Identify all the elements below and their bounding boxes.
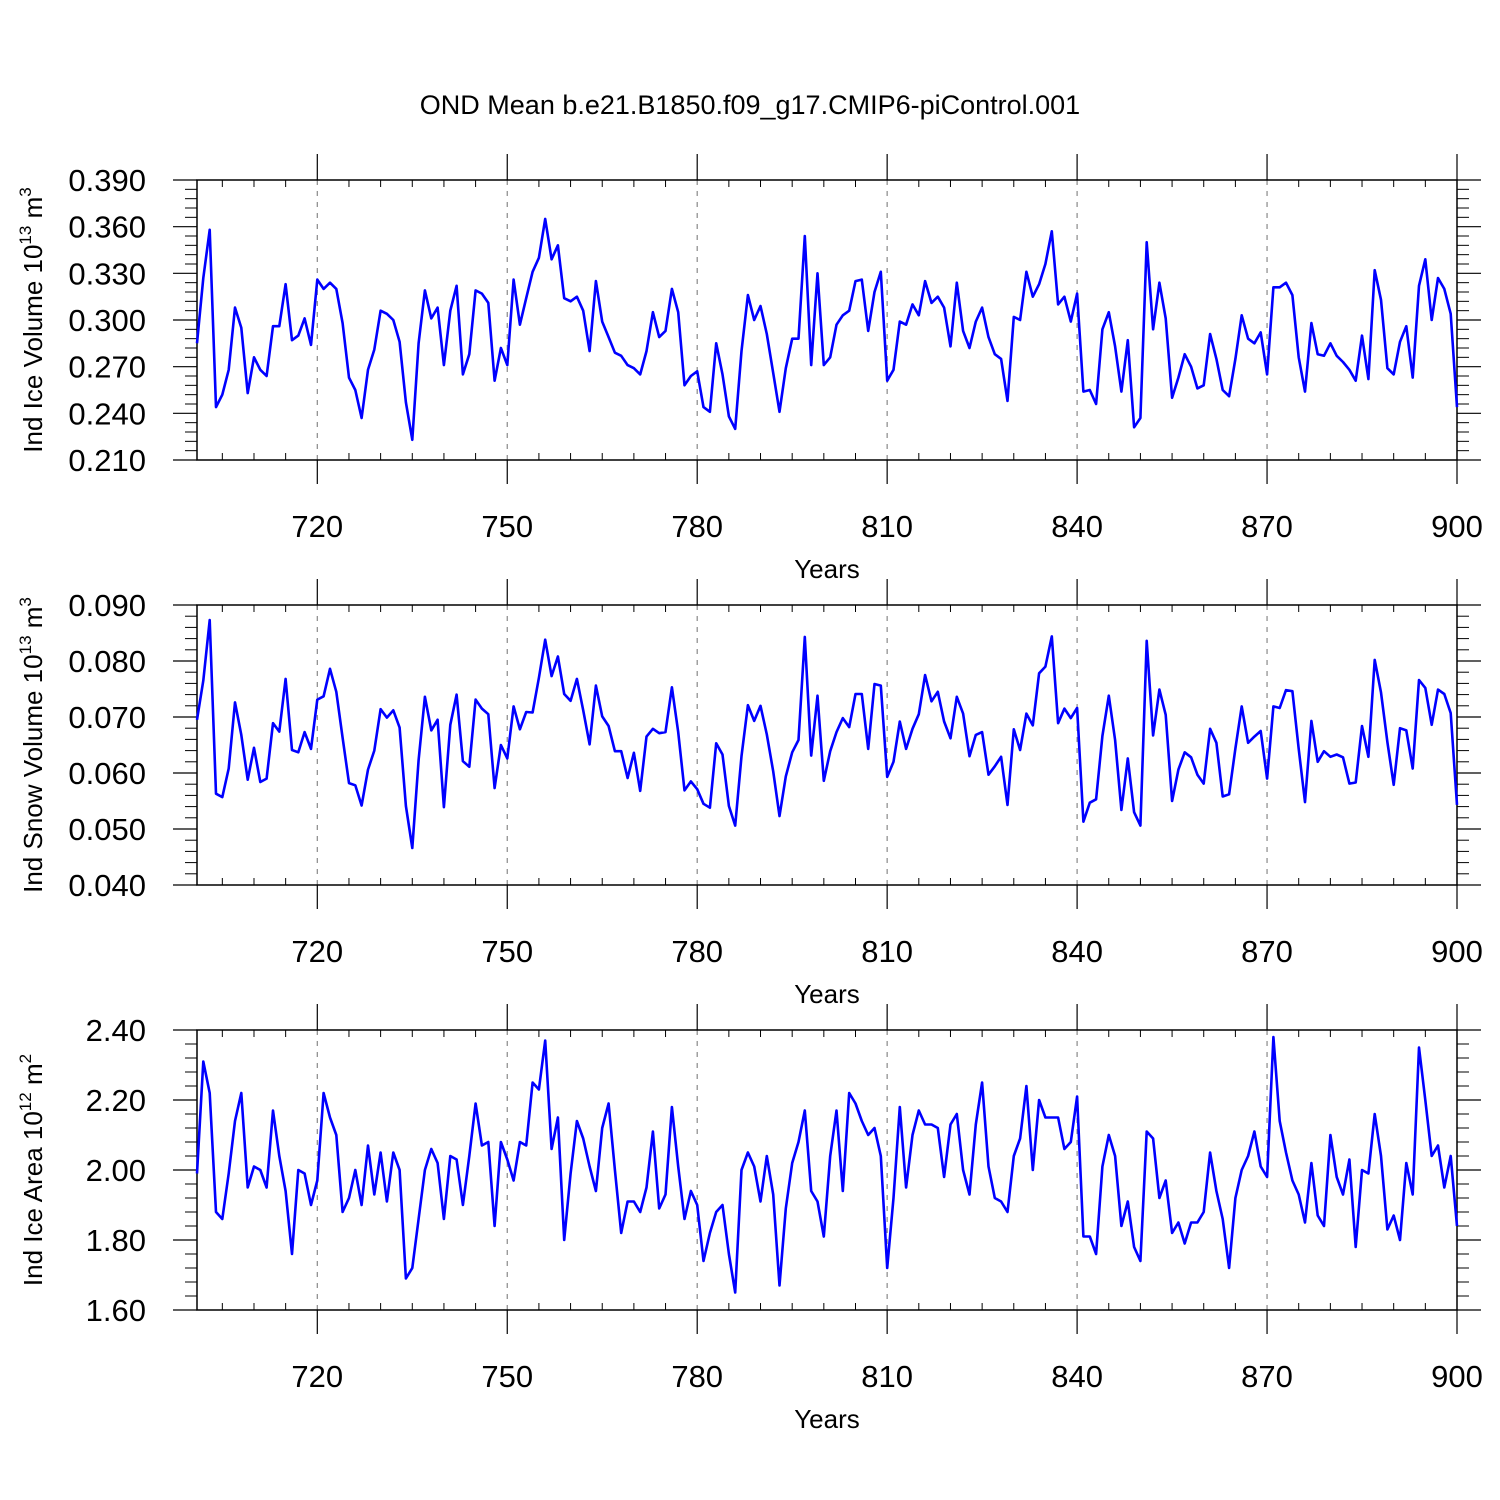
y-tick-label: 1.60 xyxy=(86,1293,146,1328)
chart-title: OND Mean b.e21.B1850.f09_g17.CMIP6-piCon… xyxy=(420,90,1080,120)
x-axis-label: Years xyxy=(794,1404,860,1434)
x-tick-label: 840 xyxy=(1051,1359,1103,1394)
x-tick-label: 870 xyxy=(1241,509,1293,544)
x-tick-label: 750 xyxy=(481,1359,533,1394)
x-tick-label: 870 xyxy=(1241,934,1293,969)
x-tick-label: 780 xyxy=(671,934,723,969)
y-label-exponent: 13 xyxy=(16,635,35,654)
x-tick-label: 840 xyxy=(1051,509,1103,544)
series-line xyxy=(195,1035,1459,1294)
y-tick-label: 0.360 xyxy=(68,210,146,245)
y-tick-label: 0.060 xyxy=(68,756,146,791)
x-tick-label: 900 xyxy=(1431,934,1483,969)
x-tick-label: 810 xyxy=(861,934,913,969)
panels: 720 750 780 810 840 870 900 0.210 0.240 0.270 0.30… xyxy=(16,154,1483,1434)
series-line xyxy=(195,618,1459,850)
x-tick-label: 870 xyxy=(1241,1359,1293,1394)
y-tick-label: 0.040 xyxy=(68,868,146,903)
y-tick-label: 0.240 xyxy=(68,396,146,431)
x-tick-label: 900 xyxy=(1431,1359,1483,1394)
y-label-unit: m xyxy=(18,607,48,636)
y-label-unit-exponent: 3 xyxy=(16,597,35,606)
x-tick-label: 720 xyxy=(291,1359,343,1394)
panel-3: 720 750 780 810 840 870 900 1.60 1.80 2.00 2.20 2.4… xyxy=(16,1004,1483,1434)
y-label-unit-exponent: 2 xyxy=(16,1054,35,1063)
y-label-main: Ind Snow Volume 10 xyxy=(18,654,48,893)
series-line xyxy=(195,217,1459,442)
y-tick-label: 0.070 xyxy=(68,700,146,735)
panel-1: 720 750 780 810 840 870 900 0.210 0.240 0.270 0.30… xyxy=(16,154,1483,584)
x-tick-label: 750 xyxy=(481,509,533,544)
x-tick-label: 810 xyxy=(861,509,913,544)
x-tick-label: 900 xyxy=(1431,509,1483,544)
x-axis-label: Years xyxy=(794,979,860,1009)
y-label-unit-exponent: 3 xyxy=(16,187,35,196)
x-tick-label: 780 xyxy=(671,1359,723,1394)
panel-2: 720 750 780 810 840 870 900 0.040 0.050 0.060 0.07… xyxy=(16,579,1483,1009)
plot-frame xyxy=(196,179,1458,461)
y-axis-label: Ind Ice Volume 1013 m3 xyxy=(16,187,48,452)
y-label-main: Ind Ice Volume 10 xyxy=(18,245,48,453)
plot-frame xyxy=(196,604,1458,886)
y-tick-label: 0.080 xyxy=(68,644,146,679)
y-tick-label: 0.090 xyxy=(68,588,146,623)
y-tick-label: 2.20 xyxy=(86,1083,146,1118)
y-label-unit: m xyxy=(18,1063,48,1092)
y-tick-label: 2.00 xyxy=(86,1153,146,1188)
y-label-exponent: 13 xyxy=(16,226,35,245)
y-label-main: Ind Ice Area 10 xyxy=(18,1111,48,1286)
x-tick-label: 720 xyxy=(291,509,343,544)
x-tick-label: 750 xyxy=(481,934,533,969)
x-tick-label: 840 xyxy=(1051,934,1103,969)
y-tick-label: 0.270 xyxy=(68,350,146,385)
x-tick-label: 810 xyxy=(861,1359,913,1394)
y-axis-label: Ind Ice Area 1012 m2 xyxy=(16,1054,48,1286)
x-tick-label: 780 xyxy=(671,509,723,544)
y-tick-label: 2.40 xyxy=(86,1013,146,1048)
y-tick-label: 0.050 xyxy=(68,812,146,847)
y-label-exponent: 12 xyxy=(16,1092,35,1111)
y-tick-label: 0.300 xyxy=(68,303,146,338)
y-tick-label: 0.390 xyxy=(68,163,146,198)
y-label-unit: m xyxy=(18,197,48,226)
y-tick-label: 1.80 xyxy=(86,1223,146,1258)
x-tick-label: 720 xyxy=(291,934,343,969)
y-axis-label: Ind Snow Volume 1013 m3 xyxy=(16,597,48,893)
x-axis-label: Years xyxy=(794,554,860,584)
y-tick-label: 0.210 xyxy=(68,443,146,478)
y-tick-label: 0.330 xyxy=(68,256,146,291)
